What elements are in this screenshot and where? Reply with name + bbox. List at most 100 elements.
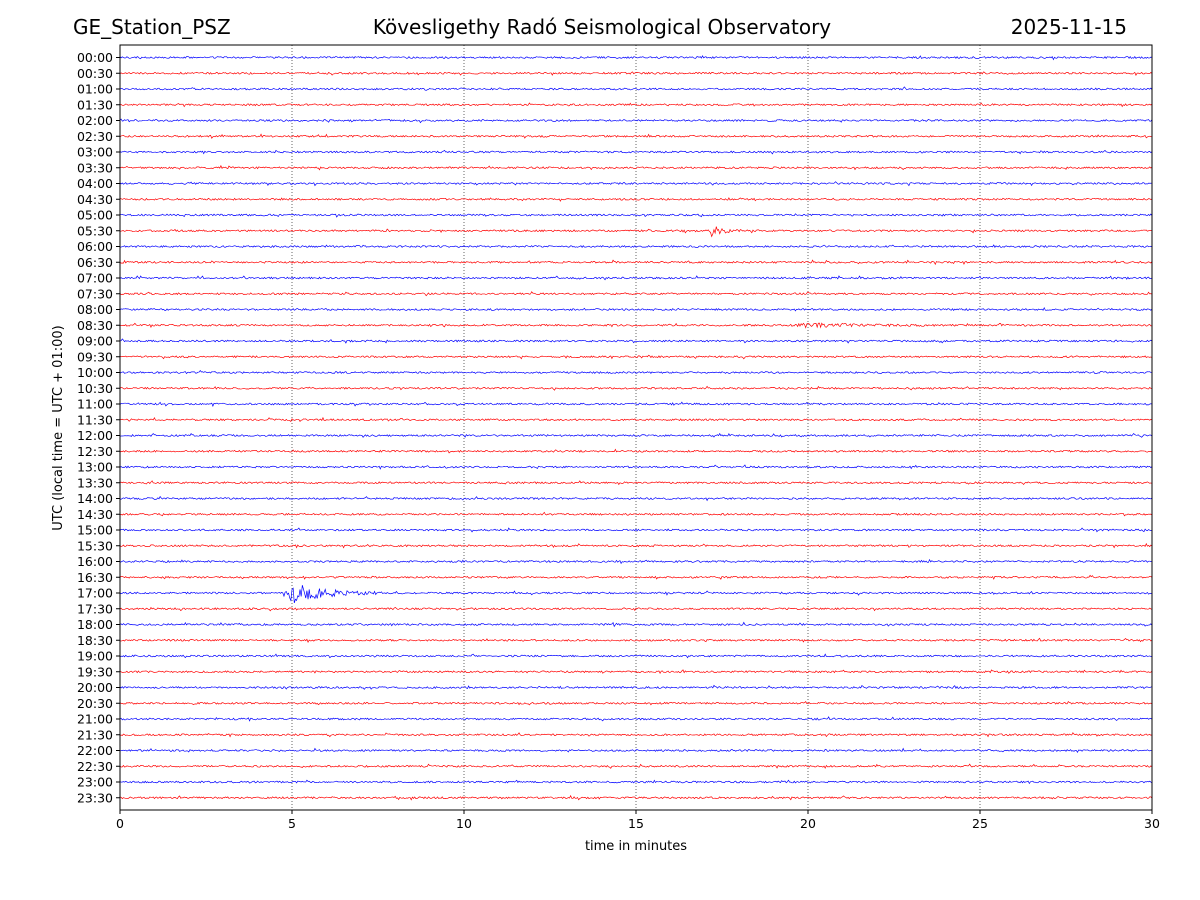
trace-0200 (119, 118, 1153, 124)
y-tick-label: 17:00 (77, 586, 113, 601)
trace-0700 (119, 275, 1153, 281)
y-tick-label: 12:30 (77, 444, 113, 459)
trace-2130 (119, 732, 1153, 738)
y-tick-label: 06:00 (77, 239, 113, 254)
x-ticks: 0 5 10 15 20 25 30 (116, 810, 1160, 831)
trace-1830 (119, 637, 1153, 644)
y-tick-label: 19:30 (77, 664, 113, 679)
trace-1200 (119, 432, 1153, 438)
trace-1800 (119, 621, 1153, 628)
y-tick-label: 14:00 (77, 491, 113, 506)
trace-0600 (119, 244, 1153, 249)
trace-0300 (119, 149, 1153, 155)
y-tick-label: 09:30 (77, 349, 113, 364)
trace-1330 (119, 480, 1153, 486)
y-axis-label: UTC (local time = UTC + 01:00) (51, 325, 66, 530)
y-tick-label: 07:00 (77, 271, 113, 286)
observatory-title: Kövesligethy Radó Seismological Observat… (372, 15, 832, 39)
trace-1600 (119, 558, 1153, 565)
y-tick-label: 10:00 (77, 365, 113, 380)
trace-1530 (119, 542, 1153, 549)
y-tick-label: 05:00 (77, 208, 113, 223)
y-tick-label: 15:30 (77, 538, 113, 553)
x-tick-label: 30 (1144, 816, 1160, 831)
y-tick-label: 19:00 (77, 649, 113, 664)
y-tick-label: 02:00 (77, 113, 113, 128)
y-tick-label: 05:30 (77, 223, 113, 238)
trace-0400 (119, 181, 1153, 187)
date-title: 2025-11-15 (1010, 15, 1127, 39)
trace-2230 (119, 763, 1153, 769)
trace-0430 (119, 197, 1153, 202)
y-tick-label: 20:00 (77, 680, 113, 695)
trace-0530 (119, 226, 1153, 238)
y-tick-label: 09:00 (77, 334, 113, 349)
trace-2100 (119, 716, 1153, 722)
y-tick-label: 13:00 (77, 460, 113, 475)
trace-0830 (119, 322, 1153, 329)
y-tick-label: 18:00 (77, 617, 113, 632)
trace-1030 (119, 385, 1153, 391)
trace-2000 (119, 684, 1153, 690)
y-tick-label: 10:30 (77, 381, 113, 396)
y-tick-label: 13:30 (77, 475, 113, 490)
trace-1730 (119, 606, 1153, 612)
trace-1900 (119, 653, 1153, 659)
y-tick-label: 03:30 (77, 160, 113, 175)
y-tick-label: 11:30 (77, 412, 113, 427)
y-tick-label: 01:30 (77, 97, 113, 112)
trace-0130 (119, 102, 1153, 108)
y-tick-label: 23:00 (77, 775, 113, 790)
y-tick-label: 17:30 (77, 601, 113, 616)
x-axis-label: time in minutes (585, 839, 687, 854)
trace-2030 (119, 700, 1153, 706)
trace-1430 (119, 511, 1153, 517)
trace-2200 (119, 747, 1153, 753)
y-ticks: 00:0000:3001:0001:3002:0002:3003:0003:30… (77, 50, 120, 805)
y-tick-label: 08:30 (77, 318, 113, 333)
trace-0500 (119, 213, 1153, 218)
y-tick-label: 03:00 (77, 145, 113, 160)
trace-1300 (119, 464, 1153, 470)
trace-0930 (119, 354, 1153, 360)
trace-0030 (119, 71, 1153, 76)
trace-0900 (119, 338, 1153, 344)
y-tick-label: 16:30 (77, 570, 113, 585)
trace-2300 (119, 779, 1153, 785)
trace-0000 (119, 55, 1153, 61)
station-title: GE_Station_PSZ (73, 15, 231, 39)
y-tick-label: 04:00 (77, 176, 113, 191)
trace-0730 (119, 291, 1153, 297)
y-tick-label: 07:30 (77, 286, 113, 301)
y-tick-label: 11:00 (77, 397, 113, 412)
y-tick-label: 00:00 (77, 50, 113, 65)
y-tick-label: 22:30 (77, 759, 113, 774)
trace-1100 (119, 401, 1153, 407)
y-tick-label: 18:30 (77, 633, 113, 648)
trace-layer (119, 55, 1153, 801)
trace-0630 (119, 259, 1153, 266)
y-tick-label: 00:30 (77, 66, 113, 81)
x-tick-label: 0 (116, 816, 124, 831)
y-tick-label: 12:00 (77, 428, 113, 443)
y-tick-label: 08:00 (77, 302, 113, 317)
trace-0800 (119, 306, 1153, 312)
x-tick-label: 10 (456, 816, 472, 831)
trace-2330 (119, 794, 1153, 801)
trace-1500 (119, 527, 1153, 533)
grid-layer (291, 45, 981, 810)
y-tick-label: 14:30 (77, 507, 113, 522)
x-tick-label: 5 (288, 816, 296, 831)
y-tick-label: 20:30 (77, 696, 113, 711)
trace-1930 (119, 669, 1153, 674)
y-tick-label: 01:00 (77, 82, 113, 97)
y-tick-label: 02:30 (77, 129, 113, 144)
y-tick-label: 16:00 (77, 554, 113, 569)
y-tick-label: 21:00 (77, 712, 113, 727)
trace-1630 (119, 574, 1153, 580)
y-tick-label: 04:30 (77, 192, 113, 207)
trace-0230 (119, 133, 1153, 139)
x-tick-label: 20 (800, 816, 816, 831)
trace-0330 (119, 164, 1153, 171)
